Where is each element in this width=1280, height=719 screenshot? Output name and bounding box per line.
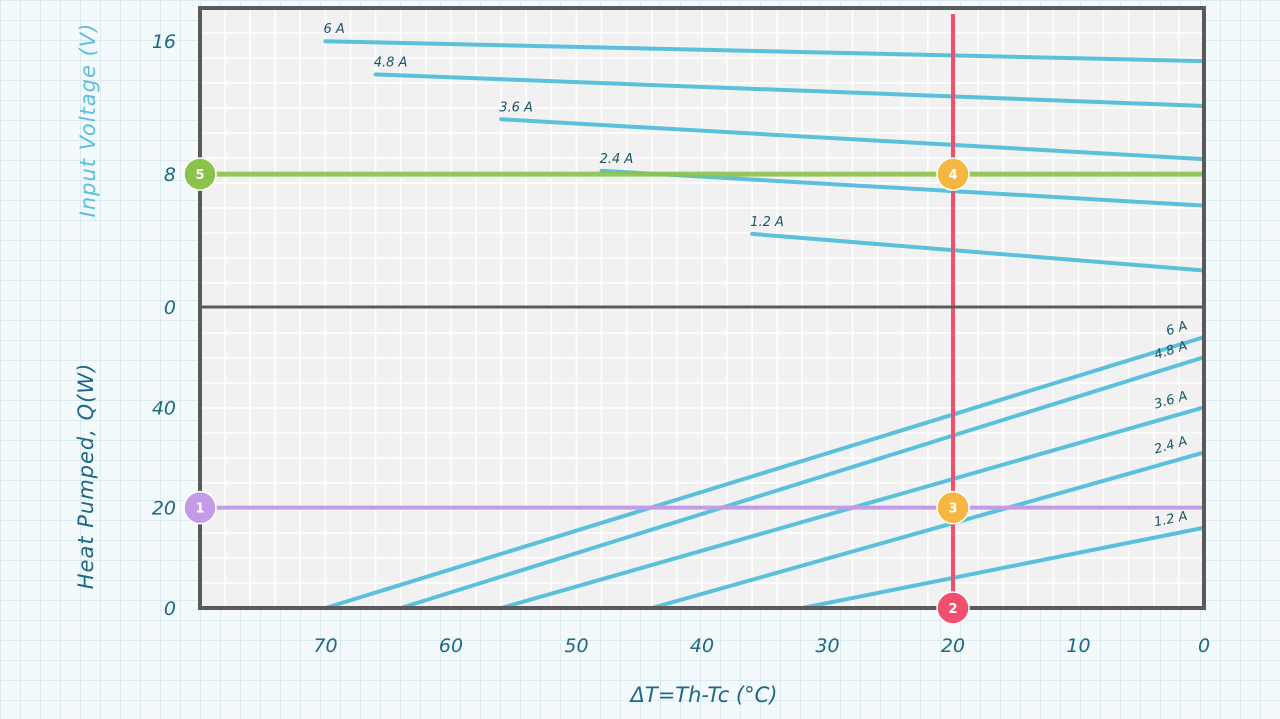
step-marker-2 <box>936 591 970 625</box>
bottom-y-tick-label: 0 <box>164 598 176 620</box>
heat-curve-1p2a <box>800 525 1206 610</box>
top-y-axis-label: Input Voltage (V) <box>76 23 100 218</box>
voltage-curve-label: 3.6 A <box>499 100 533 115</box>
step-marker-label: 1 <box>195 502 204 517</box>
step-marker-5 <box>183 157 217 191</box>
step-marker-4 <box>936 157 970 191</box>
heat-curve-6a <box>323 335 1206 610</box>
heat-curve-label: 1.2 A <box>1153 509 1189 530</box>
voltage-curve-3p6a <box>499 117 1206 162</box>
heat-curve-4p8a <box>398 355 1206 610</box>
step-marker-label: 4 <box>948 168 957 183</box>
x-tick-label: 0 <box>1198 635 1210 657</box>
voltage-curve-label: 6 A <box>324 22 345 37</box>
x-tick-label: 20 <box>941 635 965 657</box>
voltage-curve-4p8a <box>373 72 1206 109</box>
top-y-tick-label: 16 <box>152 31 176 53</box>
step-marker-label: 3 <box>948 502 957 517</box>
voltage-curve-label: 4.8 A <box>374 55 408 70</box>
heat-curve-2p4a <box>649 450 1206 610</box>
voltage-curve-label: 1.2 A <box>750 215 784 230</box>
x-tick-label: 10 <box>1066 635 1090 657</box>
bottom-y-tick-label: 40 <box>152 397 176 419</box>
x-axis-label: ΔT=Th-Tc (°C) <box>629 683 778 707</box>
heat-curve-label: 6 A <box>1164 319 1189 340</box>
bottom-y-tick-label: 20 <box>152 498 176 520</box>
step-marker-label: 2 <box>948 602 957 617</box>
x-tick-label: 50 <box>564 635 588 657</box>
x-tick-label: 60 <box>439 635 463 657</box>
top-y-tick-label: 8 <box>164 164 176 186</box>
bottom-y-axis-label: Heat Pumped, Q(W) <box>74 363 98 590</box>
voltage-curve-1p2a <box>750 231 1206 273</box>
step-marker-1 <box>183 490 217 525</box>
voltage-curve-6a <box>323 39 1206 64</box>
step-marker-3 <box>936 490 970 525</box>
top-y-tick-label: 0 <box>164 297 176 319</box>
x-tick-label: 30 <box>815 635 839 657</box>
plot-frame <box>198 6 1206 610</box>
x-tick-label: 40 <box>690 635 714 657</box>
x-tick-label: 70 <box>313 635 337 657</box>
step-marker-label: 5 <box>195 168 204 183</box>
voltage-curve-label: 2.4 A <box>600 152 634 167</box>
tick-labels: 0 8 16 0 20 40 70 60 50 40 30 20 10 0 <box>152 31 1210 657</box>
current-curves: 6 A4.8 A3.6 A2.4 A1.2 A6 A4.8 A3.6 A2.4 … <box>323 22 1206 610</box>
step-markers: 1 2 3 4 5 <box>183 157 970 625</box>
